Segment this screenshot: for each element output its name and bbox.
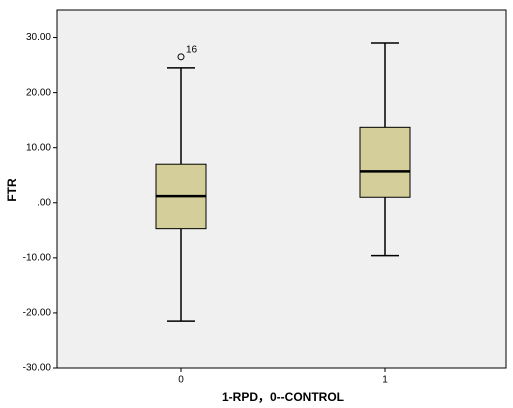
y-tick-label: -30.00	[23, 363, 52, 374]
y-axis-title: FTR	[5, 178, 19, 202]
y-tick-label: .00	[37, 197, 51, 208]
y-tick-label: 10.00	[26, 142, 51, 153]
y-tick-label: -10.00	[23, 252, 52, 263]
x-tick-label: 0	[178, 375, 184, 386]
y-tick-label: -20.00	[23, 308, 52, 319]
outlier	[177, 53, 185, 61]
y-tick-label: 30.00	[26, 32, 51, 43]
plot-area	[56, 9, 507, 369]
x-tick-label: 1	[382, 375, 388, 386]
outlier-label: 16	[186, 44, 198, 55]
x-axis-title: 1-RPD，0--CONTROL	[222, 390, 344, 404]
box	[359, 126, 411, 198]
y-tick-label: 20.00	[26, 87, 51, 98]
